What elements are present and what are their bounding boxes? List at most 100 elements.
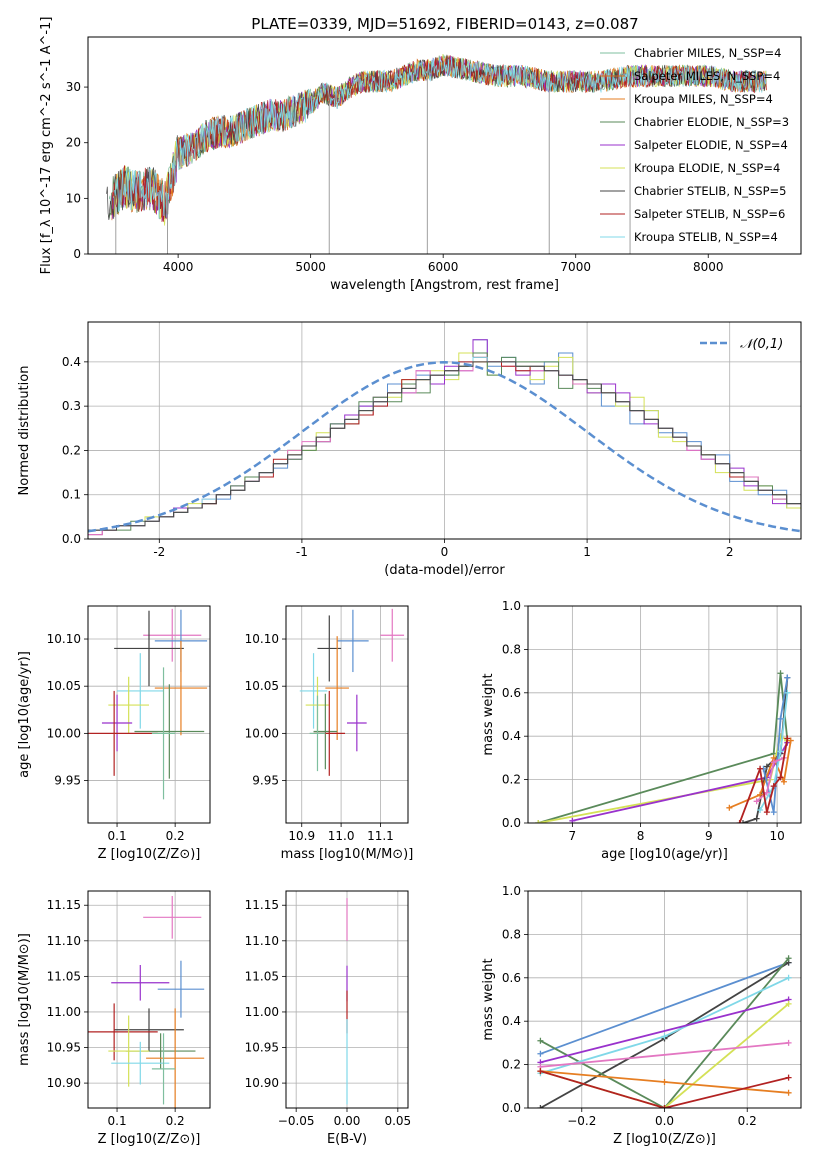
x-tick-label: 1 [583,545,591,559]
weight-marker [537,1105,544,1108]
panel-mass_vs_ebv: −0.05 0.00 0.05 10.90 10.95 11.00 11.05 11.10 11… [245,890,411,1147]
weight-marker [753,798,760,805]
legend-entry: Chabrier ELODIE, N_SSP=3 [634,115,789,129]
y-axis-label: Normed distribution [17,366,32,496]
weight-marker [770,809,777,816]
weight-marker [770,783,777,790]
y-tick-label: 11.15 [47,898,81,912]
axes-frame [527,605,802,824]
y-tick-label: 10 [66,191,81,205]
x-axis-label: (data-model)/error [384,563,505,578]
x-tick-label: 2 [726,545,734,559]
legend-entry: Chabrier MILES, N_SSP=4 [634,46,781,60]
legend-entry: 𝒩(0,1) [740,337,783,352]
legend-entry: Salpeter MILES, N_SSP=4 [634,69,780,83]
y-tick-label: 0.0 [62,532,81,546]
weight-marker [763,789,770,796]
axes-frame [285,890,409,1109]
weight-marker [739,820,746,823]
y-tick-label: 0 [73,247,81,261]
x-tick-label: 11.1 [367,829,394,843]
y-tick-label: 1.0 [502,884,521,898]
plot-area [88,608,208,800]
weight-line [540,1042,789,1068]
y-tick-label: 20 [66,136,81,150]
x-tick-label: 8000 [693,260,724,274]
legend: 𝒩(0,1) [700,337,783,352]
weight-marker [757,765,764,772]
y-tick-label: 9.95 [54,774,81,788]
weight-marker [785,1039,792,1046]
x-tick-label: 0.0 [655,1114,674,1128]
y-tick-label: 10.00 [245,726,279,740]
x-axis-label: E(B-V) [327,1132,367,1147]
x-tick-label: 7000 [560,260,591,274]
error-point [101,694,133,752]
y-tick-label: 10.95 [245,1041,279,1055]
y-tick-label: 11.05 [245,969,279,983]
weight-marker [785,974,792,981]
weight-marker [785,1000,792,1007]
y-tick-label: 9.95 [252,774,279,788]
x-tick-label: −0.05 [278,1114,315,1128]
y-tick-label: 10.90 [47,1076,81,1090]
y-tick-label: 10.10 [245,632,279,646]
x-axis-label: Z [log10(Z/Z⊙)] [613,1132,716,1147]
axes-frame [87,321,802,540]
y-axis-label: mass weight [481,958,496,1040]
y-tick-label: 10.00 [47,726,81,740]
error-point [143,895,202,939]
plot-area [537,955,792,1108]
x-tick-label: 0.1 [108,829,127,843]
x-tick-label: 0 [441,545,449,559]
panel-mass_vs_Z: 0.1 0.2 10.90 10.95 11.00 11.05 11.10 11.15 Z [l… [17,890,211,1147]
y-tick-label: 11.05 [47,969,81,983]
error-point [347,694,367,752]
x-tick-label: 6000 [428,260,459,274]
weight-marker [777,670,784,677]
error-point [114,610,184,687]
y-tick-label: 0.8 [502,642,521,656]
error-point [325,636,349,740]
error-point [111,964,170,1001]
error-point [108,1015,149,1087]
axes-frame [87,890,211,1109]
panel-age_vs_mass: 10.9 11.0 11.1 9.95 10.00 10.05 10.10 mass [log… [245,605,413,862]
y-tick-label: 10.10 [47,632,81,646]
legend-entry: Salpeter STELIB, N_SSP=6 [634,207,785,221]
y-tick-label: 10.95 [47,1041,81,1055]
x-tick-label: 7 [569,829,577,843]
error-point [117,653,164,729]
y-tick-label: 11.10 [47,934,81,948]
y-tick-label: 0.8 [502,927,521,941]
y-tick-label: 11.10 [245,934,279,948]
weight-line [540,998,789,1064]
y-tick-label: 0.1 [62,488,81,502]
weight-marker [757,791,764,798]
weight-line [540,1070,789,1108]
error-point [157,960,205,1018]
y-tick-label: 11.00 [47,1005,81,1019]
y-axis-label: Flux [f_λ 10^-17 erg cm^-2 s^-1 A^-1] [39,17,54,275]
panel-age_vs_Z: 0.1 0.2 9.95 10.00 10.05 10.10 Z [log10(Z/Z⊙)]… [17,605,211,862]
y-tick-label: 10.05 [47,679,81,693]
legend-entry: Kroupa MILES, N_SSP=4 [634,92,773,106]
legend-entry: Chabrier STELIB, N_SSP=5 [634,184,786,198]
error-point [299,653,328,729]
plot-area [535,670,794,823]
error-point [146,1008,205,1108]
panel-weight_vs_Z: −0.2 0.0 0.2 0.0 0.2 0.4 0.6 0.8 1.0 Z [log10(Z/Z… [481,884,802,1147]
weight-marker [785,955,792,962]
x-tick-label: −0.2 [567,1114,596,1128]
error-point [143,608,202,662]
y-axis-label: mass weight [481,673,496,755]
plot-area [106,53,767,254]
x-tick-label: 0.2 [738,1114,757,1128]
weight-line [540,961,789,1055]
weight-marker [757,806,764,813]
gaussian-curve [88,361,801,533]
x-tick-label: 0.1 [108,1114,127,1128]
y-tick-label: 0.3 [62,399,81,413]
x-tick-label: -1 [296,545,308,559]
